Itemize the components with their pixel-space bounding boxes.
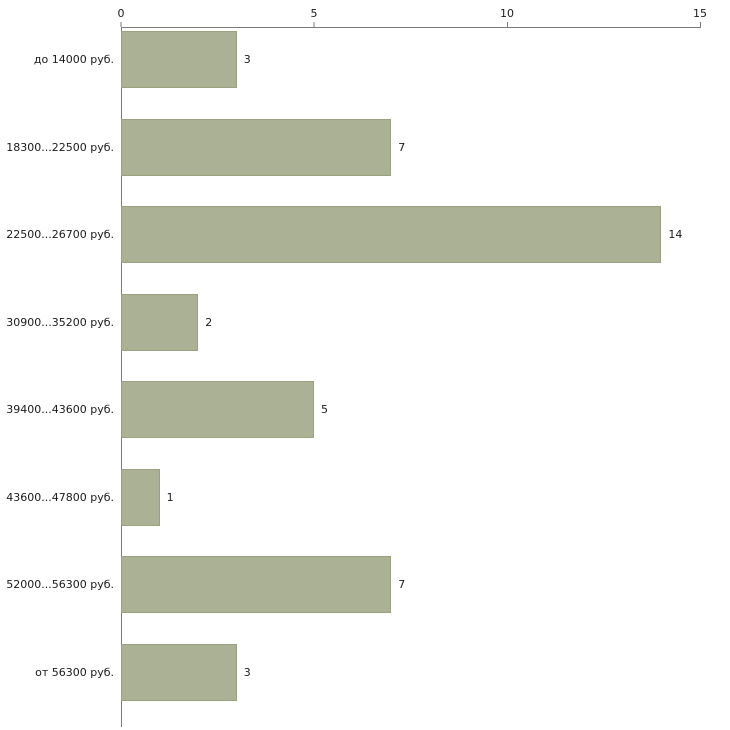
x-tick-mark: [699, 22, 701, 27]
x-tick-label: 0: [117, 7, 125, 20]
bar-strip: 43600...47800 руб. 1: [0, 468, 700, 526]
category-label: до 14000 руб.: [33, 53, 114, 66]
x-tick: 0: [118, 8, 125, 27]
x-axis-ticks: 0 5 10 15: [118, 0, 707, 27]
value-label: 3: [243, 53, 251, 66]
category-label: 52000...56300 руб.: [6, 578, 114, 591]
chart-row: 43600...47800 руб. 1: [0, 466, 700, 554]
category-label: 30900...35200 руб.: [6, 315, 114, 329]
x-tick-mark: [313, 22, 315, 27]
bar-track: 14: [121, 206, 700, 263]
chart-row: 39400...43600 руб. 5: [0, 378, 700, 466]
chart-rows: до 14000 руб. 3 18300...22500 руб. 7 22500..…: [0, 28, 700, 728]
chart-row: до 14000 руб. 3: [0, 28, 700, 116]
chart-row: 30900...35200 руб. 2: [0, 291, 700, 379]
bar: [121, 381, 314, 438]
x-tick: 10: [500, 8, 514, 27]
bar-strip: 39400...43600 руб. 5: [0, 381, 700, 438]
bar: [121, 468, 160, 526]
x-axis-line: [121, 27, 701, 28]
bar-strip: 22500...26700 руб. 14: [0, 206, 700, 263]
chart-row: 52000...56300 руб. 7: [0, 553, 700, 641]
bar-strip: 52000...56300 руб. 7: [0, 556, 700, 613]
chart-row: 22500...26700 руб. 14: [0, 203, 700, 291]
bar-track: 5: [121, 381, 700, 438]
x-tick: 15: [693, 8, 707, 27]
x-tick-label: 10: [500, 7, 514, 20]
bar: [121, 556, 392, 613]
category-label: 43600...47800 руб.: [6, 490, 114, 504]
bar: [121, 293, 199, 351]
chart-row: 18300...22500 руб. 7: [0, 116, 700, 204]
bar-strip: от 56300 руб. 3: [0, 643, 700, 701]
x-tick-mark: [120, 22, 122, 27]
bar-strip: 18300...22500 руб. 7: [0, 118, 700, 176]
x-tick: 5: [311, 8, 318, 27]
category-label: 39400...43600 руб.: [6, 403, 114, 416]
category-label: 18300...22500 руб.: [6, 140, 114, 154]
bar: [121, 118, 392, 176]
x-tick-mark: [506, 22, 508, 27]
category-label: 22500...26700 руб.: [6, 228, 114, 241]
x-tick-label: 5: [310, 7, 318, 20]
bar: [121, 206, 662, 263]
bar-track: 7: [121, 118, 700, 176]
value-label: 3: [243, 665, 251, 679]
bar-strip: 30900...35200 руб. 2: [0, 293, 700, 351]
bar-track: 1: [121, 468, 700, 526]
value-label: 7: [398, 140, 406, 154]
chart-row: от 56300 руб. 3: [0, 641, 700, 729]
value-label: 7: [398, 578, 406, 591]
bar-track: 3: [121, 643, 700, 701]
bar: [121, 643, 237, 701]
value-label: 2: [205, 315, 213, 329]
bar-strip: до 14000 руб. 3: [0, 31, 700, 88]
value-label: 1: [166, 490, 174, 504]
bar-track: 2: [121, 293, 700, 351]
value-label: 14: [668, 228, 683, 241]
bar: [121, 31, 237, 88]
bar-track: 3: [121, 31, 700, 88]
value-label: 5: [321, 403, 328, 416]
x-tick-label: 15: [693, 7, 707, 20]
category-label: от 56300 руб.: [35, 665, 114, 679]
bar-track: 7: [121, 556, 700, 613]
y-axis-line: [121, 27, 122, 727]
